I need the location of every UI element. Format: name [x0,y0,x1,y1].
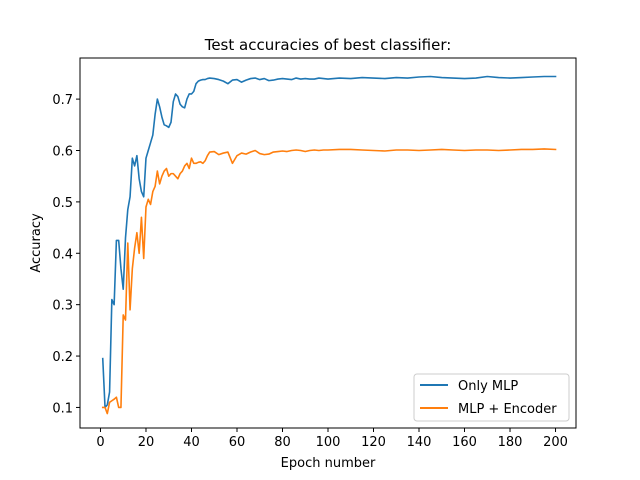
x-tick-label: 60 [229,435,246,450]
y-tick-label: 0.4 [52,247,73,262]
legend: Only MLP MLP + Encoder [413,373,570,422]
x-tick-label: 100 [316,435,341,450]
x-tick-label: 140 [407,435,432,450]
x-tick-label: 120 [361,435,386,450]
x-axis-title: Epoch number [281,456,376,471]
y-tick-label: 0.6 [52,145,73,160]
legend-box [413,373,570,422]
y-tick-label: 0.3 [52,299,73,314]
x-tick-label: 160 [452,435,477,450]
series-line-only-mlp [101,75,557,409]
series-layer [101,75,557,415]
x-tick-label: 40 [183,435,200,450]
x-axis: 0 20 40 60 80 100 120 140 160 180 200 [96,428,568,450]
x-tick-label: 80 [274,435,291,450]
x-tick-label: 20 [138,435,155,450]
y-tick-label: 0.5 [52,196,73,211]
series-line-mlp-encoder [101,148,557,415]
x-tick-label: 200 [543,435,568,450]
legend-label-only-mlp: Only MLP [458,379,518,394]
y-axis-title: Accuracy [29,213,44,273]
chart-title: Test accuracies of best classifier: [204,36,452,54]
y-tick-label: 0.7 [52,93,73,108]
x-tick-label: 0 [96,435,104,450]
legend-label-mlp-encoder: MLP + Encoder [458,402,557,417]
y-tick-label: 0.2 [52,350,73,365]
y-tick-label: 0.1 [52,401,73,416]
x-tick-label: 180 [498,435,523,450]
y-axis: 0.1 0.2 0.3 0.4 0.5 0.6 0.7 [52,93,80,416]
